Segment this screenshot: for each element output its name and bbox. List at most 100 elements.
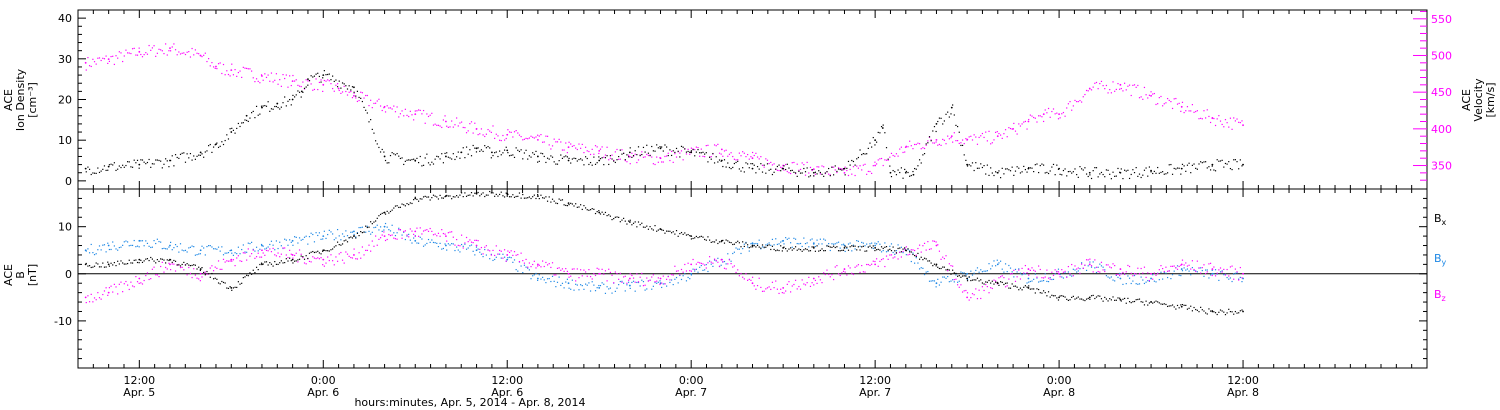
scatter-dot	[323, 265, 325, 267]
scatter-dot	[551, 262, 554, 264]
scatter-dot	[758, 239, 760, 241]
scatter-dot	[298, 85, 301, 87]
scatter-dot	[295, 79, 297, 81]
scatter-dot	[1145, 276, 1147, 279]
scatter-dot	[593, 153, 595, 155]
data-point	[904, 171, 907, 174]
scatter-dot	[1171, 107, 1174, 110]
data-point	[567, 272, 570, 275]
scatter-dot	[446, 194, 448, 197]
scatter-dot	[368, 104, 370, 107]
scatter-dot	[907, 248, 909, 250]
scatter-dot	[861, 241, 863, 244]
scatter-dot	[955, 124, 957, 127]
scatter-dot	[262, 263, 264, 265]
scatter-dot	[120, 246, 122, 248]
data-point	[291, 254, 294, 256]
scatter-dot	[421, 238, 423, 240]
scatter-dot	[166, 54, 168, 56]
scatter-dot	[727, 253, 729, 255]
scatter-dot	[1081, 262, 1083, 264]
scatter-dot	[1115, 299, 1117, 301]
scatter-dot	[918, 244, 921, 246]
scatter-dot	[538, 160, 540, 162]
scatter-dot	[1190, 172, 1192, 174]
scatter-dot	[293, 236, 296, 238]
scatter-dot	[953, 281, 955, 283]
scatter-dot	[214, 266, 216, 268]
scatter-dot	[363, 97, 365, 99]
scatter-dot	[459, 251, 461, 253]
scatter-dot	[718, 265, 721, 267]
scatter-dot	[958, 286, 960, 288]
scatter-dot	[249, 272, 251, 274]
scatter-dot	[1223, 166, 1225, 168]
scatter-dot	[760, 247, 762, 249]
scatter-dot	[1142, 301, 1144, 303]
scatter-dot	[606, 280, 608, 282]
scatter-dot	[1008, 169, 1010, 171]
scatter-dot	[983, 270, 985, 272]
scatter-dot	[310, 232, 312, 234]
scatter-dot	[1038, 288, 1040, 291]
scatter-dot	[975, 269, 977, 272]
scatter-dot	[1213, 169, 1215, 171]
scatter-dot	[571, 203, 573, 205]
scatter-dot	[976, 277, 979, 279]
scatter-dot	[776, 165, 778, 168]
scatter-dot	[702, 155, 704, 158]
scatter-dot	[715, 156, 717, 158]
scatter-dot	[1120, 273, 1122, 275]
scatter-dot	[710, 263, 712, 265]
scatter-dot	[198, 154, 200, 156]
scatter-dot	[791, 246, 793, 248]
scatter-dot	[697, 236, 699, 239]
scatter-dot	[880, 259, 883, 261]
scatter-dot	[1089, 88, 1091, 90]
scatter-dot	[1011, 166, 1013, 168]
scatter-dot	[1214, 312, 1217, 314]
scatter-dot	[499, 193, 501, 196]
scatter-dot	[740, 272, 742, 275]
scatter-dot	[875, 141, 878, 143]
scatter-dot	[783, 243, 785, 245]
scatter-dot	[338, 89, 340, 92]
scatter-dot	[603, 164, 605, 166]
scatter-dot	[408, 203, 410, 206]
scatter-dot	[456, 117, 458, 119]
scatter-dot	[991, 265, 993, 267]
scatter-dot	[874, 144, 876, 146]
scatter-dot	[1066, 175, 1068, 177]
scatter-dot	[280, 245, 282, 247]
data-point	[536, 263, 539, 266]
scatter-dot	[383, 107, 385, 109]
scatter-dot	[609, 157, 611, 159]
scatter-dot	[1180, 304, 1182, 306]
scatter-dot	[895, 174, 898, 176]
scatter-dot	[1064, 296, 1066, 298]
scatter-dot	[530, 156, 532, 158]
scatter-dot	[130, 244, 132, 247]
scatter-dot	[166, 268, 168, 270]
scatter-dot	[236, 286, 238, 289]
scatter-dot	[237, 246, 239, 248]
scatter-dot	[875, 163, 878, 165]
scatter-dot	[1238, 168, 1240, 170]
scatter-dot	[890, 254, 893, 256]
scatter-dot	[722, 239, 724, 242]
scatter-dot	[942, 276, 944, 278]
data-point	[843, 268, 846, 270]
scatter-dot	[361, 232, 363, 234]
scatter-dot	[666, 278, 668, 280]
data-point	[506, 258, 509, 261]
scatter-dot	[905, 246, 907, 248]
scatter-dot	[588, 209, 590, 211]
scatter-dot	[1036, 288, 1038, 290]
scatter-dot	[88, 65, 91, 67]
scatter-dot	[1021, 274, 1023, 276]
scatter-dot	[502, 253, 504, 255]
scatter-dot	[396, 205, 398, 207]
scatter-dot	[103, 290, 106, 292]
scatter-dot	[520, 197, 522, 199]
scatter-dot	[189, 272, 192, 275]
